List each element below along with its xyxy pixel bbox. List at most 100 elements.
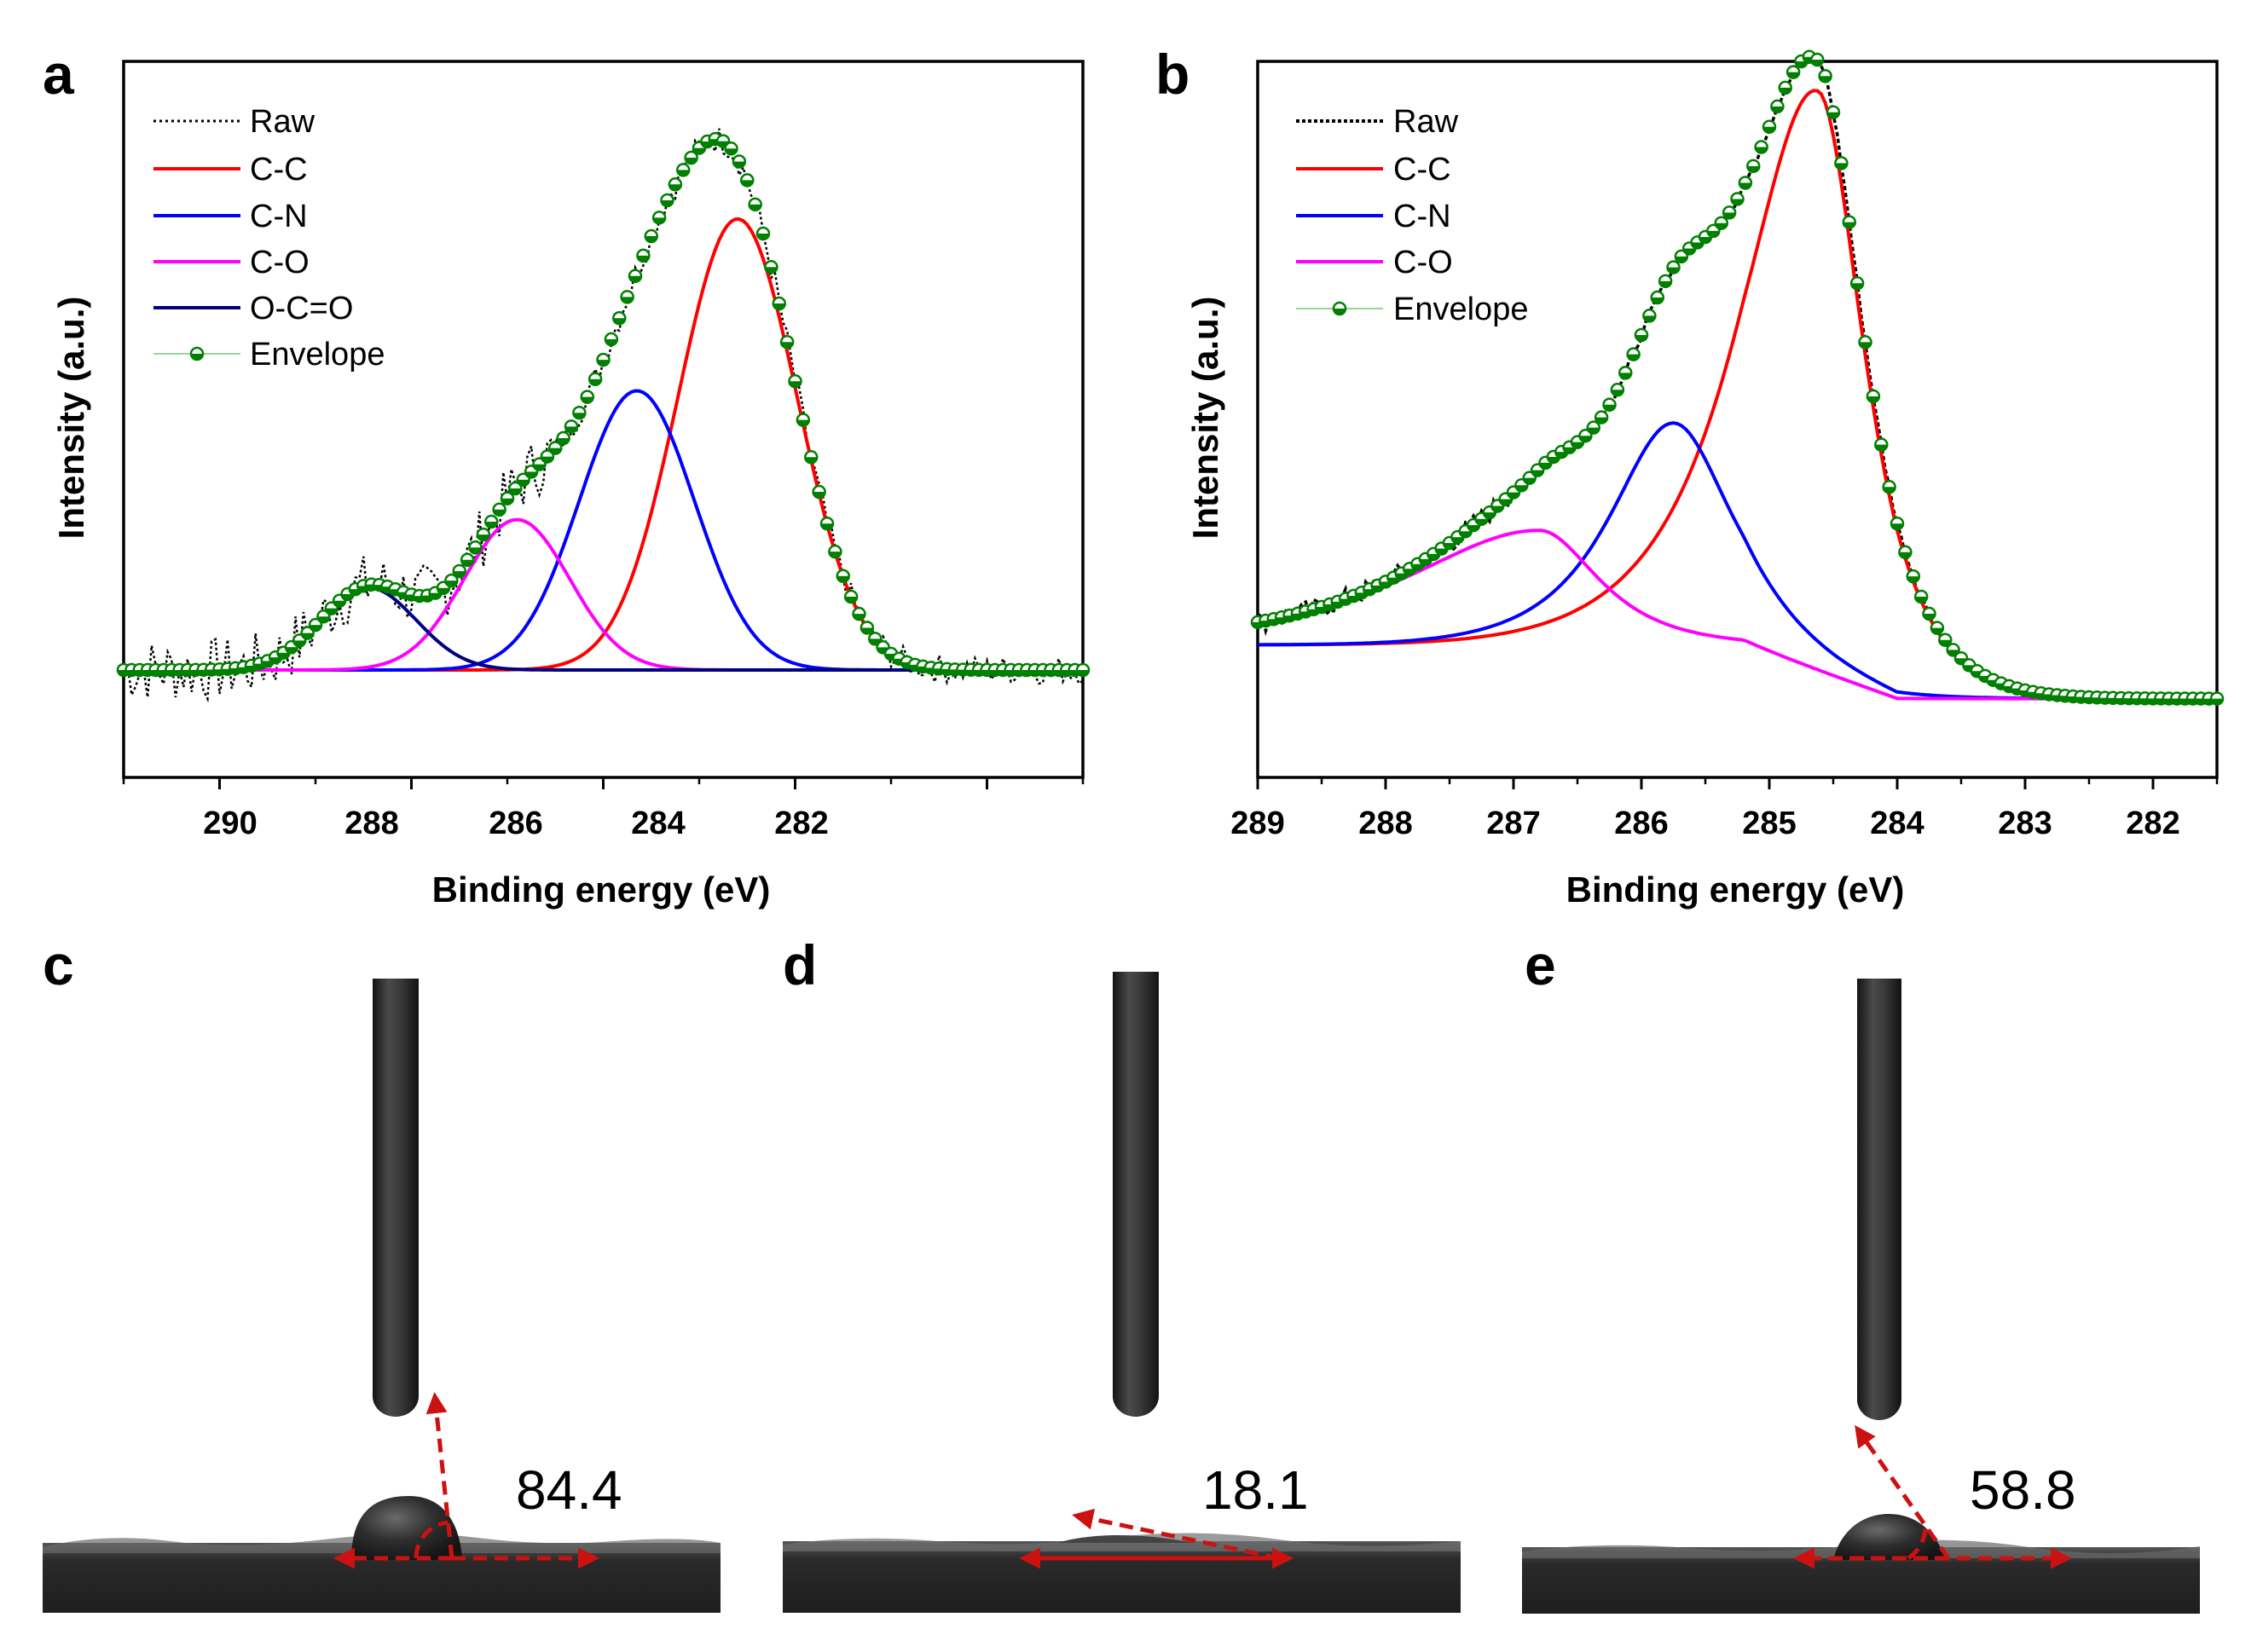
envelope-point-fill bbox=[637, 255, 650, 262]
needle-d bbox=[1113, 972, 1159, 1417]
x-tick-label: 289 bbox=[1230, 806, 1284, 841]
envelope-point-fill bbox=[461, 559, 474, 566]
envelope-point-fill bbox=[445, 581, 458, 587]
envelope-point-fill bbox=[1627, 354, 1640, 361]
envelope-point-fill bbox=[1699, 237, 1711, 244]
envelope-point-fill bbox=[693, 147, 705, 154]
envelope-point-fill bbox=[1907, 576, 1919, 583]
x-tick-label: 290 bbox=[203, 806, 257, 841]
envelope-point-fill bbox=[293, 640, 306, 647]
x-tick-label: 285 bbox=[1742, 806, 1796, 841]
envelope-point-fill bbox=[836, 575, 849, 582]
envelope-point-fill bbox=[1499, 499, 1512, 505]
envelope-point-fill bbox=[853, 614, 865, 621]
envelope-point-fill bbox=[557, 438, 570, 445]
panel-a: a 290 288 286 284 282 Binding energy (eV… bbox=[43, 43, 1091, 910]
envelope-point-fill bbox=[485, 522, 498, 529]
envelope-point-fill bbox=[573, 413, 586, 419]
x-tick-label: 282 bbox=[774, 806, 828, 841]
envelope-point-fill bbox=[277, 652, 290, 659]
angle-arrows-c bbox=[333, 1392, 599, 1569]
envelope-point-fill bbox=[1467, 525, 1480, 532]
envelope-point-fill bbox=[1587, 427, 1600, 434]
legend-label: Raw bbox=[250, 104, 315, 140]
envelope-point-fill bbox=[668, 184, 681, 191]
envelope-point-fill bbox=[1380, 581, 1392, 588]
x-tick-labels-b: 289 288 287 286 285 284 283 282 bbox=[1230, 806, 2179, 841]
envelope-point-fill bbox=[605, 339, 617, 346]
envelope-point-fill bbox=[1939, 639, 1952, 646]
legend-label: C-N bbox=[250, 199, 308, 234]
panel-label-a: a bbox=[43, 43, 75, 106]
angle-arrows-e bbox=[1793, 1424, 2072, 1569]
envelope-point-fill bbox=[325, 608, 338, 615]
envelope-point-fill bbox=[269, 657, 282, 664]
envelope-point-fill bbox=[845, 597, 858, 604]
x-tick-label: 284 bbox=[1870, 806, 1924, 841]
envelope-point-fill bbox=[1611, 390, 1623, 396]
envelope-point-fill bbox=[1723, 212, 1736, 219]
envelope-point-fill bbox=[1635, 335, 1647, 342]
x-tick-label: 286 bbox=[1614, 806, 1668, 841]
envelope-point-fill bbox=[1555, 452, 1568, 459]
envelope-point-fill bbox=[1683, 248, 1696, 255]
envelope-point-fill bbox=[493, 509, 506, 516]
envelope-point-fill bbox=[813, 492, 825, 499]
envelope-point-fill bbox=[1508, 492, 1519, 499]
envelope-point-fill bbox=[789, 381, 802, 388]
envelope-point-fill bbox=[661, 200, 674, 207]
envelope-point-fill bbox=[453, 570, 466, 577]
series-line-co bbox=[124, 517, 1083, 672]
envelope-point-fill bbox=[1851, 283, 1864, 290]
envelope-point-fill bbox=[541, 456, 553, 463]
legend-label: Raw bbox=[1393, 104, 1459, 140]
series-envelope-markers bbox=[116, 131, 1091, 678]
envelope-point-fill bbox=[1523, 477, 1536, 484]
substrate-d bbox=[783, 1533, 1461, 1613]
x-tick-labels-a: 290 288 286 284 282 bbox=[203, 806, 828, 841]
envelope-point-fill bbox=[437, 587, 449, 594]
series-envelope-markers bbox=[1250, 49, 2225, 706]
envelope-point-fill bbox=[860, 627, 873, 634]
envelope-point-fill bbox=[1539, 462, 1552, 469]
envelope-point-fill bbox=[549, 448, 562, 454]
envelope-point-fill bbox=[1691, 242, 1704, 249]
envelope-point-fill bbox=[805, 457, 818, 464]
envelope-point-fill bbox=[829, 552, 842, 558]
envelope-point-fill bbox=[765, 267, 778, 274]
panel-c: c 84.4 bbox=[43, 933, 721, 1613]
x-tick-label: 286 bbox=[489, 806, 542, 841]
envelope-point-fill bbox=[1835, 163, 1848, 170]
envelope-point-fill bbox=[525, 471, 538, 478]
contact-angle-value-e: 58.8 bbox=[1970, 1459, 2076, 1521]
envelope-point-fill bbox=[285, 647, 298, 654]
legend-label: Envelope bbox=[1393, 292, 1528, 327]
envelope-point-fill bbox=[1395, 573, 1408, 580]
envelope-point-fill bbox=[1659, 280, 1672, 287]
envelope-point-fill bbox=[821, 523, 833, 530]
envelope-point-fill bbox=[1771, 106, 1784, 113]
envelope-point-fill bbox=[1923, 613, 1936, 620]
envelope-point-fill bbox=[1603, 404, 1616, 411]
x-tick-label: 283 bbox=[1998, 806, 2052, 841]
x-tick-label: 288 bbox=[1358, 806, 1412, 841]
envelope-point-fill bbox=[1739, 182, 1751, 189]
x-axis-label-b: Binding energy (eV) bbox=[1566, 869, 1905, 910]
envelope-point-fill bbox=[1643, 315, 1656, 322]
envelope-point-fill bbox=[1731, 199, 1744, 205]
envelope-point-fill bbox=[1427, 553, 1440, 560]
envelope-point-fill bbox=[1475, 518, 1488, 525]
envelope-point-fill bbox=[1411, 563, 1424, 570]
envelope-point-fill bbox=[1747, 165, 1760, 172]
envelope-point-fill bbox=[1787, 72, 1800, 78]
envelope-point-fill bbox=[589, 378, 602, 385]
envelope-point-fill bbox=[653, 217, 666, 224]
curves-b bbox=[1250, 49, 2225, 706]
envelope-point-fill bbox=[773, 303, 785, 310]
envelope-point-fill bbox=[1459, 531, 1472, 538]
legend-label: Envelope bbox=[250, 337, 385, 373]
envelope-point-fill bbox=[2211, 698, 2223, 705]
series-line-cn bbox=[1258, 421, 2217, 701]
legend-marker-fill bbox=[1334, 309, 1346, 315]
envelope-point-fill bbox=[1819, 76, 1832, 83]
